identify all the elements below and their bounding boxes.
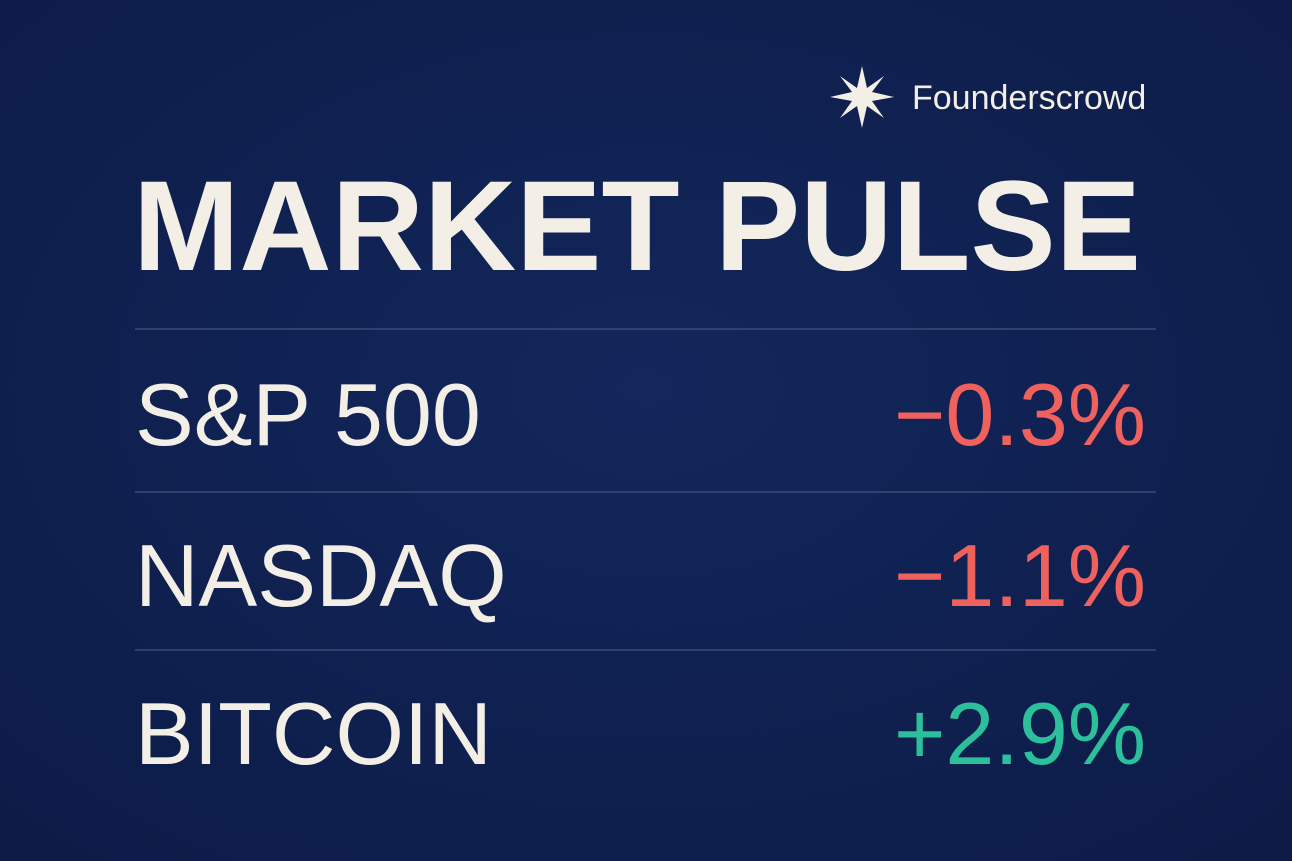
title: MARKET PULSE (133, 155, 1141, 298)
brand-name: Founderscrowd (912, 79, 1146, 117)
row-name: NASDAQ (135, 526, 507, 625)
row-name: S&P 500 (135, 365, 481, 464)
row-name: BITCOIN (135, 684, 492, 783)
row-change: −0.3% (894, 365, 1146, 464)
row-change: +2.9% (894, 684, 1146, 783)
row-change: −1.1% (894, 526, 1146, 625)
brand-star (830, 66, 894, 128)
